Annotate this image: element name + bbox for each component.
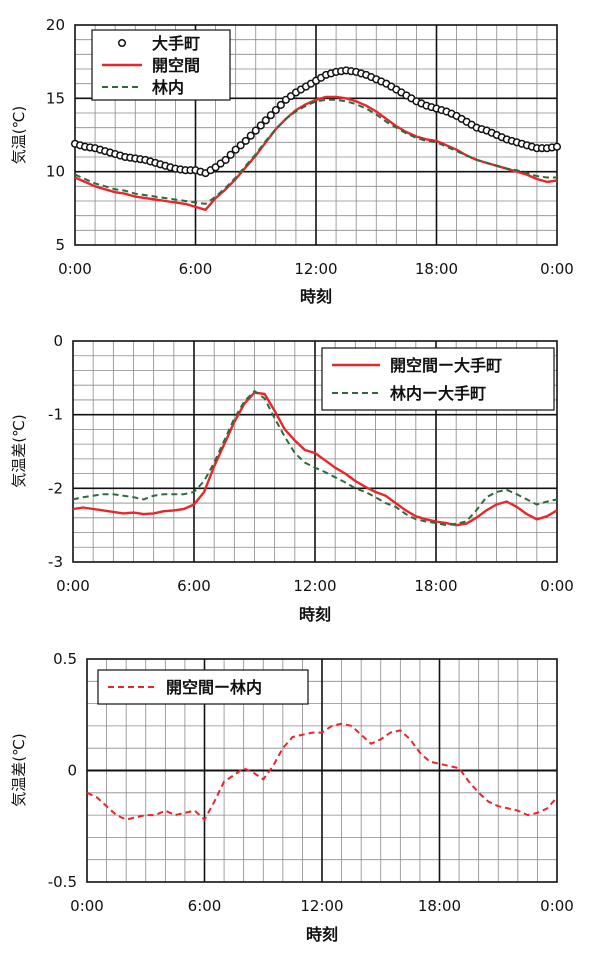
y-tick-label: 0.5 <box>53 650 77 668</box>
x-tick-label: 0:00 <box>540 577 574 595</box>
x-tick-label: 6:00 <box>188 897 222 915</box>
y-axis-label: 気温(℃) <box>10 106 28 165</box>
y-tick-label: 15 <box>46 89 65 107</box>
legend-marker <box>117 38 127 48</box>
legend-label: 開空間 <box>152 56 200 75</box>
legend-box <box>321 347 555 411</box>
x-tick-label: 6:00 <box>179 260 213 278</box>
x-tick-label: 0:00 <box>58 260 92 278</box>
data-point <box>276 100 285 109</box>
y-tick-label: 5 <box>55 236 65 254</box>
x-axis-label: 時刻 <box>306 925 338 944</box>
series-line <box>72 391 558 527</box>
data-point <box>251 126 260 135</box>
legend-label: 大手町 <box>152 34 200 53</box>
series-1 <box>70 66 562 178</box>
x-tick-label: 18:00 <box>414 577 457 595</box>
y-tick-label: -2 <box>48 479 63 497</box>
data-point <box>256 121 265 130</box>
plot-frame <box>74 24 558 246</box>
data-point <box>271 106 280 115</box>
x-tick-label: 0:00 <box>70 897 104 915</box>
x-tick-label: 0:00 <box>540 897 574 915</box>
series-line <box>74 98 557 205</box>
data-point <box>241 136 250 145</box>
y-axis-label: 気温差(℃) <box>10 414 28 488</box>
legend-label: 林内ー大手町 <box>390 384 486 403</box>
legend: 開空間ー林内 <box>97 669 309 705</box>
data-point <box>552 142 562 151</box>
series-1 <box>86 722 558 821</box>
x-tick-label: 0:00 <box>540 260 574 278</box>
series-1 <box>72 391 558 527</box>
series-line <box>86 722 558 821</box>
y-tick-label: 20 <box>46 16 65 34</box>
chart-2: 0:00 6:00 12:00 18:00 0:00 -3 -2 -1 0 時刻 気温差(℃) 開空間… <box>10 332 574 624</box>
y-tick-label: -3 <box>48 553 63 571</box>
x-axis-label: 時刻 <box>299 605 331 624</box>
x-tick-label: 18:00 <box>418 897 461 915</box>
data-point <box>236 141 245 150</box>
chart-3: 0:00 6:00 12:00 18:00 0:00 -0.5 0 0.5 時刻 気温差(℃) 開空… <box>10 650 574 944</box>
legend-label: 開空間ー大手町 <box>390 356 502 375</box>
y-tick-label: -1 <box>48 406 63 424</box>
x-tick-label: 6:00 <box>177 577 211 595</box>
y-axis-label: 気温差(℃) <box>10 733 28 807</box>
x-tick-label: 18:00 <box>415 260 458 278</box>
data-point <box>246 131 255 140</box>
data-point <box>221 155 230 164</box>
y-tick-label: 10 <box>46 163 65 181</box>
chart-1: 0:00 6:00 12:00 18:00 0:00 5 10 15 20 時刻 気温(℃) 大手町開… <box>10 16 574 306</box>
legend-label: 開空間ー林内 <box>166 678 262 697</box>
y-tick-label: -0.5 <box>48 873 77 891</box>
legend-label: 林内 <box>152 78 184 97</box>
data-point <box>266 111 275 120</box>
y-tick-label: 0 <box>53 332 63 350</box>
series-2 <box>72 390 558 527</box>
x-tick-label: 12:00 <box>293 577 336 595</box>
data-point <box>226 150 235 159</box>
x-axis-label: 時刻 <box>300 287 332 306</box>
data-point <box>261 116 270 125</box>
x-tick-label: 0:00 <box>56 577 90 595</box>
plot-frame <box>72 340 558 563</box>
plot-frame <box>86 658 558 883</box>
series-line <box>72 390 558 527</box>
x-tick-label: 12:00 <box>294 260 337 278</box>
x-tick-label: 12:00 <box>300 897 343 915</box>
y-tick-label: 0 <box>67 762 77 780</box>
data-point <box>231 145 240 154</box>
series-3 <box>74 98 557 205</box>
